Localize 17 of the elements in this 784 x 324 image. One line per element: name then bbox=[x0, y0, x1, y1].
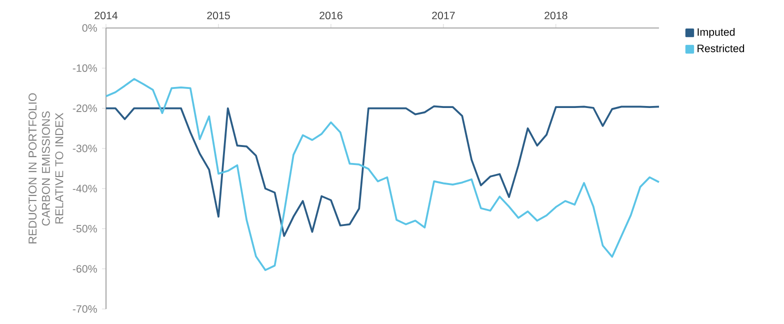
y-tick-label: -30% bbox=[72, 144, 97, 152]
y-tick-label: -10% bbox=[72, 64, 97, 72]
x-tick-label: 2018 bbox=[544, 12, 568, 20]
line-series bbox=[105, 78, 660, 271]
y-tick-label: -50% bbox=[72, 224, 97, 232]
x-tick-label: 2014 bbox=[94, 12, 118, 20]
legend-label: Imputed bbox=[698, 28, 735, 38]
y-axis-title: REDUCTION IN PORTFOLIO CARBON EMISSIONS RELATIVE TO INDEX bbox=[28, 93, 64, 244]
y-tick-label: -60% bbox=[72, 265, 97, 273]
x-tick-label: 2016 bbox=[320, 12, 342, 20]
x-tick-label: 2017 bbox=[432, 12, 455, 20]
y-tick-label: -40% bbox=[72, 184, 97, 192]
y-tick-label: 0% bbox=[82, 24, 97, 32]
y-tick-label: -20% bbox=[72, 104, 97, 112]
legend-label: Restricted bbox=[698, 44, 744, 52]
x-tick-label: 2015 bbox=[207, 12, 230, 20]
y-tick-label: -70% bbox=[72, 305, 97, 313]
